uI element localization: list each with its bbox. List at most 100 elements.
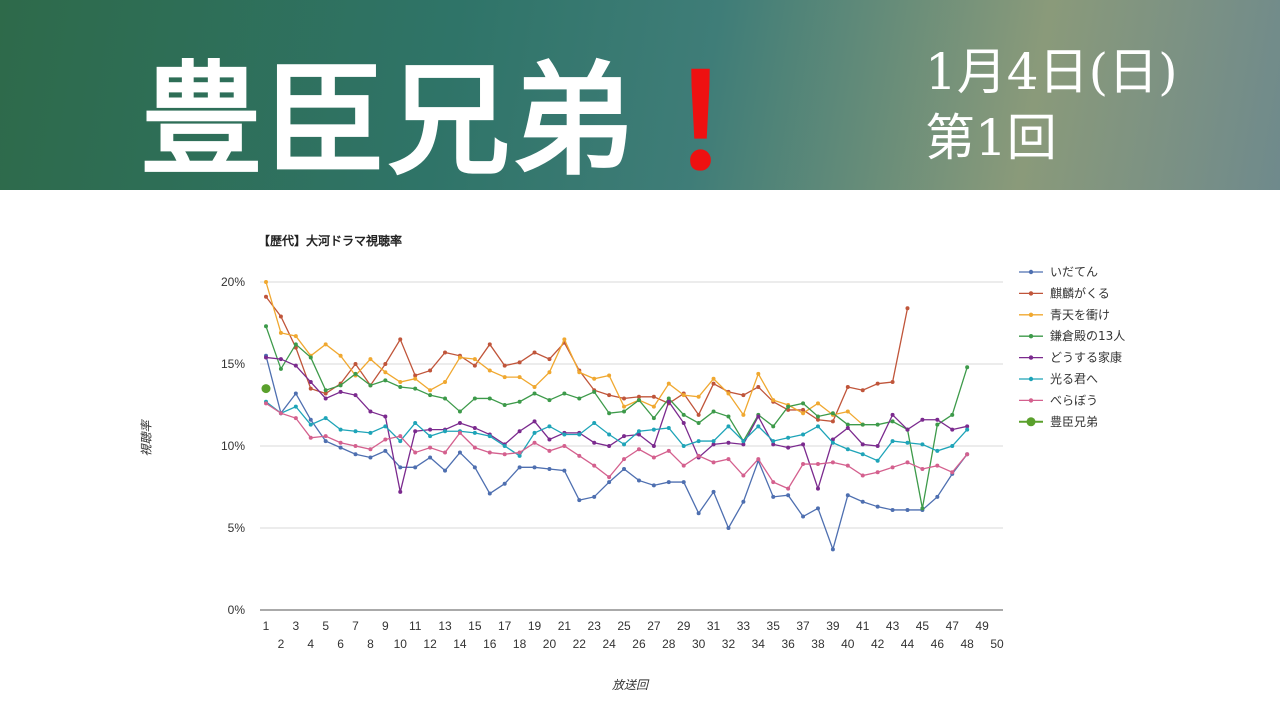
data-point — [950, 412, 955, 417]
data-point — [353, 393, 358, 398]
data-point — [815, 486, 820, 491]
data-point — [443, 450, 448, 455]
data-point — [786, 445, 791, 450]
data-point — [890, 439, 895, 444]
x-tick-label: 26 — [632, 637, 646, 651]
data-point — [443, 380, 448, 385]
data-point — [860, 452, 865, 457]
data-point — [636, 429, 641, 434]
data-point — [457, 409, 462, 414]
data-point — [845, 447, 850, 452]
x-tick-label: 23 — [588, 619, 602, 633]
legend-marker — [1026, 417, 1036, 427]
x-tick-label: 29 — [677, 619, 691, 633]
data-point — [711, 460, 716, 465]
data-point — [547, 437, 552, 442]
data-point — [666, 396, 671, 401]
data-point — [487, 491, 492, 496]
x-tick-label: 1 — [263, 619, 270, 633]
data-point — [771, 494, 776, 499]
data-point — [398, 465, 403, 470]
data-point — [338, 427, 343, 432]
data-point — [383, 378, 388, 383]
data-point — [472, 396, 477, 401]
data-point — [428, 445, 433, 450]
x-tick-label: 47 — [946, 619, 960, 633]
data-point — [472, 430, 477, 435]
series-line — [265, 356, 968, 493]
data-point — [353, 362, 358, 366]
data-point — [711, 442, 716, 447]
data-point — [771, 439, 776, 444]
series-光る君へ — [264, 399, 970, 463]
data-point — [801, 442, 806, 447]
data-point — [487, 450, 492, 455]
data-point — [815, 462, 820, 467]
x-tick-labels: 1234567891011121314151617181920212223242… — [263, 619, 1004, 651]
series-べらぼう — [264, 401, 970, 491]
data-point — [815, 506, 820, 511]
data-point — [398, 380, 403, 385]
x-tick-label: 34 — [752, 637, 766, 651]
data-point — [472, 425, 477, 430]
data-point — [666, 448, 671, 453]
data-point — [413, 421, 418, 426]
data-point — [308, 417, 313, 422]
data-point — [920, 442, 925, 447]
data-point — [368, 455, 373, 460]
x-tick-label: 30 — [692, 637, 706, 651]
data-point — [443, 468, 448, 473]
x-tick-label: 14 — [453, 637, 467, 651]
data-point — [607, 411, 612, 416]
x-tick-label: 25 — [617, 619, 631, 633]
data-point — [323, 342, 328, 347]
data-point — [935, 494, 940, 499]
legend-marker — [1028, 334, 1034, 339]
data-point — [517, 399, 522, 404]
data-point — [428, 368, 433, 373]
data-point — [801, 432, 806, 437]
data-point — [532, 465, 537, 470]
x-tick-label: 48 — [960, 637, 974, 651]
data-point — [383, 414, 388, 419]
data-point — [681, 412, 686, 417]
x-tick-label: 36 — [781, 637, 795, 651]
series-鎌倉殿の13人 — [264, 324, 970, 511]
data-point — [636, 394, 641, 399]
series-line — [265, 296, 909, 423]
x-tick-label: 50 — [990, 637, 1004, 651]
data-point — [860, 442, 865, 447]
data-point — [741, 393, 746, 398]
data-point — [711, 439, 716, 444]
data-point — [741, 412, 746, 417]
data-point — [547, 448, 552, 453]
data-point — [278, 366, 283, 371]
x-tick-label: 38 — [811, 637, 825, 651]
data-point — [651, 404, 656, 409]
data-point — [577, 498, 582, 503]
legend-label: 豊臣兄弟 — [1050, 415, 1098, 429]
data-point — [278, 314, 283, 319]
x-tick-label: 35 — [767, 619, 781, 633]
data-point — [592, 440, 597, 445]
data-point — [308, 435, 313, 440]
data-point — [696, 511, 701, 516]
data-point — [547, 466, 552, 471]
x-tick-label: 7 — [352, 619, 359, 633]
data-point — [935, 422, 940, 427]
data-point — [741, 473, 746, 478]
x-tick-label: 19 — [528, 619, 542, 633]
data-point — [502, 363, 507, 368]
data-point — [532, 384, 537, 389]
data-point — [428, 427, 433, 432]
data-point — [607, 432, 612, 437]
data-point — [875, 458, 880, 463]
x-tick-label: 22 — [573, 637, 587, 651]
x-tick-label: 43 — [886, 619, 900, 633]
legend-label: 麒麟がくる — [1050, 285, 1110, 300]
data-point — [830, 460, 835, 465]
data-point — [651, 416, 656, 421]
data-point — [845, 463, 850, 468]
data-point — [815, 414, 820, 419]
data-point — [860, 422, 865, 427]
